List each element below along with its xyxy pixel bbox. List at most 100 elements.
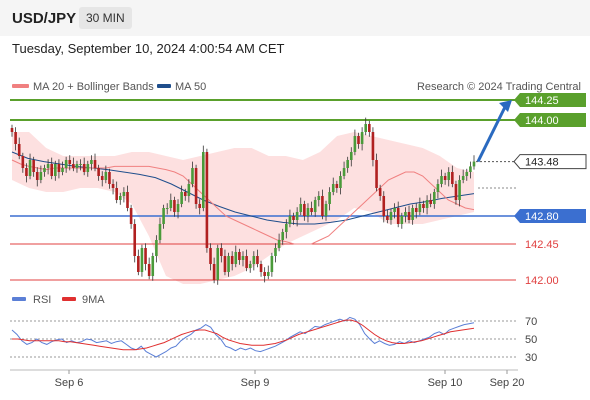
candle xyxy=(458,175,461,207)
candle xyxy=(389,208,393,225)
candle xyxy=(133,219,137,263)
candle xyxy=(50,157,54,180)
x-tick-label: Sep 10 xyxy=(428,377,463,389)
candle xyxy=(39,165,43,184)
candle xyxy=(17,137,21,160)
candle xyxy=(274,243,277,263)
svg-text:144.00: 144.00 xyxy=(525,115,559,127)
candle xyxy=(169,193,173,212)
legend-swatch-ma50 xyxy=(157,84,171,88)
candle xyxy=(75,160,79,173)
candle xyxy=(328,187,331,211)
candle xyxy=(230,251,234,271)
candle xyxy=(259,260,263,277)
candle xyxy=(346,156,349,173)
candle xyxy=(187,179,191,203)
candle xyxy=(79,159,82,171)
candle xyxy=(165,203,169,215)
rsi-ma-line xyxy=(12,319,475,351)
candle xyxy=(173,196,176,217)
candle xyxy=(209,243,212,271)
candle xyxy=(263,267,266,283)
timeframe-button[interactable]: 30 MIN xyxy=(79,7,132,29)
candle xyxy=(368,120,371,137)
candle xyxy=(306,203,310,223)
candle xyxy=(212,257,216,284)
candle xyxy=(447,167,451,187)
candle xyxy=(281,228,285,245)
candle xyxy=(310,201,313,216)
candle xyxy=(472,155,476,170)
candle xyxy=(223,249,227,276)
candle xyxy=(191,161,194,188)
candle xyxy=(151,252,155,281)
candle xyxy=(118,192,122,205)
svg-text:142.45: 142.45 xyxy=(525,239,559,251)
price-label-142-80: 142.80 xyxy=(514,209,586,223)
candle xyxy=(321,189,324,220)
svg-text:143.48: 143.48 xyxy=(525,157,559,169)
rsi-tick-50: 50 xyxy=(525,334,537,346)
candle xyxy=(407,205,411,224)
projection-arrow xyxy=(476,100,512,163)
candle xyxy=(82,157,86,176)
candle xyxy=(176,199,180,219)
timestamp: Tuesday, September 10, 2024 4:00:54 AM C… xyxy=(12,41,285,56)
svg-text:142.80: 142.80 xyxy=(525,211,559,223)
candle xyxy=(252,251,256,271)
candle xyxy=(35,167,39,187)
candle xyxy=(288,209,292,228)
candle xyxy=(72,157,75,172)
candle xyxy=(201,145,205,212)
x-tick-label: Sep 9 xyxy=(241,377,270,389)
candle xyxy=(277,233,281,252)
candle xyxy=(93,153,97,172)
price-label-142-45: 142.45 xyxy=(525,239,559,251)
candle xyxy=(68,155,72,171)
candle xyxy=(158,217,162,244)
candle xyxy=(180,185,183,208)
candle xyxy=(349,147,353,167)
bollinger-band-area xyxy=(12,132,474,284)
candle xyxy=(364,117,368,136)
candle xyxy=(422,200,425,213)
candle xyxy=(111,179,115,195)
candle xyxy=(418,197,422,216)
candle xyxy=(436,179,440,199)
candle xyxy=(285,219,288,239)
candle xyxy=(97,164,100,181)
credit-text: Research © 2024 Trading Central xyxy=(417,81,581,93)
candle xyxy=(137,249,140,276)
candle xyxy=(378,184,382,201)
candle xyxy=(375,153,378,192)
candle xyxy=(57,159,61,179)
candle xyxy=(140,244,144,277)
candle xyxy=(162,204,165,229)
price-label-142-00: 142.00 xyxy=(525,275,559,287)
svg-text:144.25: 144.25 xyxy=(525,95,559,107)
candle xyxy=(371,127,375,167)
candle xyxy=(129,204,133,229)
candle xyxy=(220,243,223,263)
candle xyxy=(194,164,198,209)
candle xyxy=(299,197,303,216)
candle xyxy=(382,191,386,223)
price-label-143-48: 143.48 xyxy=(513,154,587,170)
candle xyxy=(100,171,104,187)
candle xyxy=(14,127,17,151)
x-tick-label: Sep 20 xyxy=(490,377,525,389)
candle xyxy=(248,260,252,273)
candle xyxy=(241,251,245,267)
price-label-144-25: 144.25 xyxy=(514,93,586,107)
price-label-144-00: 144.00 xyxy=(514,113,586,127)
candle xyxy=(465,168,469,181)
candle xyxy=(303,200,306,221)
candle xyxy=(234,245,238,268)
rsi-line xyxy=(11,316,475,358)
rsi-tick-70: 70 xyxy=(525,316,537,328)
candle xyxy=(28,153,32,180)
candle xyxy=(357,132,360,149)
candle xyxy=(90,155,93,171)
x-tick-label: Sep 6 xyxy=(55,377,84,389)
